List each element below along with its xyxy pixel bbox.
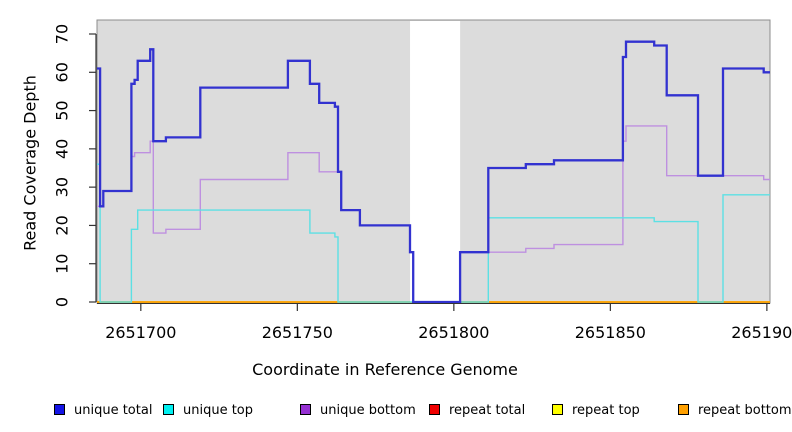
y-tick-label: 30 — [53, 177, 72, 197]
legend-label: repeat top — [572, 403, 640, 418]
legend-swatch-repeat-top — [552, 404, 563, 415]
legend-swatch-unique-top — [163, 404, 174, 415]
legend-label: repeat bottom — [698, 403, 792, 418]
series-line-unique-top — [97, 163, 770, 303]
legend-label: unique bottom — [320, 403, 416, 418]
y-tick-label: 40 — [53, 139, 72, 159]
x-tick-label: 2651900 — [731, 323, 792, 342]
legend-label: unique top — [183, 403, 254, 418]
legend-swatch-repeat-bottom — [678, 404, 689, 415]
x-tick-label: 2651850 — [575, 323, 646, 342]
y-tick-label: 10 — [53, 254, 72, 274]
legend: unique total unique top unique bottom repea… — [0, 399, 792, 419]
legend-item-unique-top: unique top — [163, 399, 254, 418]
legend-label: repeat total — [449, 403, 526, 418]
y-axis-title: Read Coverage Depth — [20, 75, 40, 251]
y-tick-label: 20 — [53, 215, 72, 235]
y-tick-label: 50 — [53, 100, 72, 120]
legend-item-unique-bottom: unique bottom — [300, 399, 416, 418]
legend-label: unique total — [74, 403, 153, 418]
legend-item-unique-total: unique total — [54, 399, 153, 418]
x-axis-title: Coordinate in Reference Genome — [252, 360, 518, 379]
legend-swatch-repeat-total — [429, 404, 440, 415]
legend-item-repeat-top: repeat top — [552, 399, 640, 418]
y-tick-label: 0 — [53, 297, 72, 307]
y-tick-label: 60 — [53, 62, 72, 82]
masked-region — [410, 21, 461, 303]
legend-item-repeat-total: repeat total — [429, 399, 526, 418]
x-tick-label: 2651800 — [418, 323, 489, 342]
x-tick-label: 2651700 — [105, 323, 176, 342]
x-tick-label: 2651750 — [262, 323, 333, 342]
legend-swatch-unique-total — [54, 404, 65, 415]
legend-swatch-unique-bottom — [300, 404, 311, 415]
series-line-unique-total — [97, 40, 770, 304]
legend-item-repeat-bottom: repeat bottom — [678, 399, 792, 418]
y-tick-label: 70 — [53, 24, 72, 44]
